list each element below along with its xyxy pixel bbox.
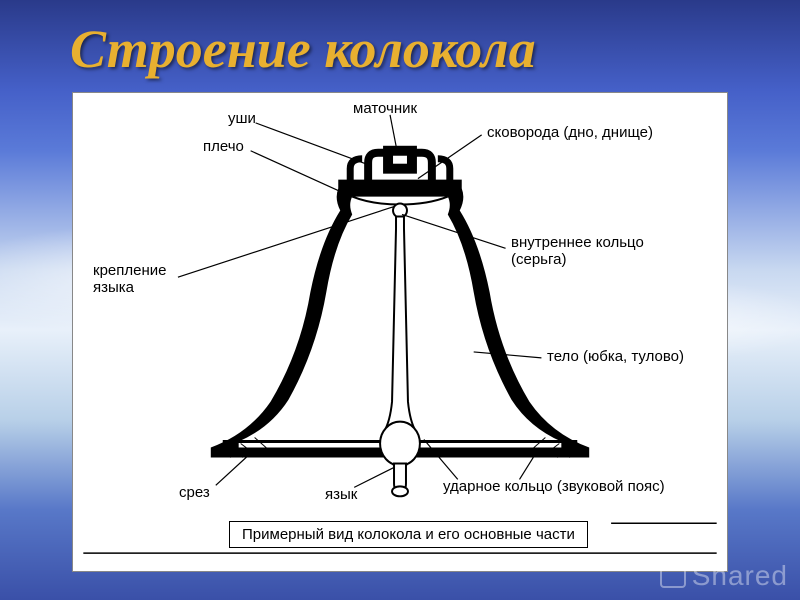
- watermark: Shared: [660, 560, 788, 592]
- bell-diagram-svg: [73, 93, 727, 571]
- bell-crown: [338, 149, 461, 185]
- label-telo: тело (юбка, тулово): [547, 349, 684, 366]
- label-yazyk: язык: [325, 487, 357, 504]
- label-udarnoe: ударное кольцо (звуковой пояс): [443, 479, 665, 496]
- label-srez: срез: [179, 485, 210, 502]
- label-vnutrennee-line2: (серьга): [511, 252, 644, 269]
- label-ushi: уши: [228, 111, 256, 128]
- presentation-icon: [660, 568, 686, 588]
- label-kreplenie-text: крепление языка: [93, 263, 166, 296]
- label-plecho: плечо: [203, 139, 244, 156]
- diagram-panel: уши маточник плечо сковорода (дно, днище…: [72, 92, 728, 572]
- caption-text: Примерный вид колокола и его основные ча…: [242, 526, 575, 543]
- label-vnutrennee: внутреннее кольцо (серьга): [511, 235, 644, 268]
- caption-box: Примерный вид колокола и его основные ча…: [229, 521, 588, 548]
- slide-title: Строение колокола: [70, 18, 536, 80]
- watermark-text: Shared: [692, 560, 788, 591]
- label-skovoroda: сковорода (дно, днище): [487, 125, 653, 142]
- label-vnutrennee-line1: внутреннее кольцо: [511, 235, 644, 252]
- label-matochnik: маточник: [353, 101, 417, 118]
- label-kreplenie: крепление языка: [93, 263, 166, 296]
